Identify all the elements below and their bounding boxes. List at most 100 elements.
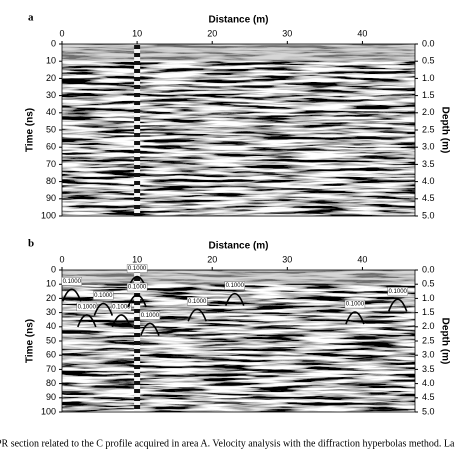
hyperbola xyxy=(224,292,245,306)
x-tick-label: 20 xyxy=(207,28,217,38)
annotation-label: 0.1000 xyxy=(389,289,408,295)
panel-label: a xyxy=(28,12,34,24)
annotation-box xyxy=(93,291,114,300)
y2-tick-label: 0.5 xyxy=(422,56,435,66)
hyperbola xyxy=(62,288,82,302)
annotation-label: 0.1000 xyxy=(78,304,97,310)
y-tick-label: 0 xyxy=(51,38,56,48)
y-tick-label: 90 xyxy=(46,193,56,203)
radargram-upper xyxy=(62,270,415,285)
annotation-box xyxy=(224,281,245,290)
x-tick-label: 40 xyxy=(357,28,367,38)
y2-tick-label: 3.0 xyxy=(422,142,435,152)
x-tick-label: 10 xyxy=(132,254,142,264)
radargram xyxy=(62,44,415,216)
annotation-label: 0.1000 xyxy=(128,266,147,272)
y2-tick-label: 4.5 xyxy=(422,193,435,203)
strong-reflector xyxy=(134,44,141,216)
annotation-label: 0.1000 xyxy=(94,293,113,299)
x-axis-title: Distance (m) xyxy=(208,241,268,252)
y2-axis-title: Depth (m) xyxy=(439,107,450,154)
annotation-label: 0.1000 xyxy=(346,302,365,308)
y2-tick-label: 3.5 xyxy=(422,364,435,374)
annotation-box xyxy=(139,311,161,320)
strong-reflector xyxy=(134,270,141,412)
y-tick-label: 30 xyxy=(46,307,56,317)
y-tick-label: 90 xyxy=(46,392,56,402)
y2-axis-title: Depth (m) xyxy=(439,318,450,365)
x-tick-label: 30 xyxy=(282,28,292,38)
y-tick-label: 100 xyxy=(41,210,56,220)
y-tick-label: 60 xyxy=(46,142,56,152)
annotation-box xyxy=(111,302,132,312)
y2-tick-label: 1.5 xyxy=(422,90,435,100)
x-tick-label: 10 xyxy=(132,28,142,38)
hyperbola xyxy=(345,311,365,325)
hyperbola xyxy=(93,302,114,316)
x-axis-title: Distance (m) xyxy=(208,15,268,26)
annotation-box xyxy=(61,277,82,286)
y2-tick-label: 4.0 xyxy=(422,378,435,388)
y-tick-label: 50 xyxy=(46,335,56,345)
annotation-label: 0.1000 xyxy=(226,283,245,289)
x-tick-label: 0 xyxy=(59,254,64,264)
y-axis-title: Time (ns) xyxy=(25,108,36,152)
annotation-label: 0.1000 xyxy=(188,299,207,305)
y2-tick-label: 4.5 xyxy=(422,392,435,402)
radargram xyxy=(62,270,415,412)
y2-tick-label: 3.0 xyxy=(422,350,435,360)
x-tick-label: 20 xyxy=(207,254,217,264)
y-tick-label: 100 xyxy=(41,406,56,416)
y-tick-label: 50 xyxy=(46,124,56,134)
hyperbola xyxy=(140,322,160,336)
y-tick-label: 30 xyxy=(46,90,56,100)
radargram-upper xyxy=(62,44,415,62)
annotation-box xyxy=(344,299,366,309)
y-tick-label: 60 xyxy=(46,350,56,360)
annotation-box xyxy=(126,264,148,273)
x-tick-label: 0 xyxy=(59,28,64,38)
x-tick-label: 30 xyxy=(282,254,292,264)
y2-tick-label: 5.0 xyxy=(422,406,435,416)
caption: PR section related to the C profile acqu… xyxy=(0,438,455,449)
y2-tick-label: 2.5 xyxy=(422,335,435,345)
y-axis-title: Time (ns) xyxy=(25,319,36,363)
annotation-box xyxy=(126,282,148,292)
y2-tick-label: 0.0 xyxy=(422,264,435,274)
hyperbola xyxy=(187,308,207,322)
y-tick-label: 70 xyxy=(46,159,56,169)
y2-tick-label: 2.0 xyxy=(422,107,435,117)
y-tick-label: 0 xyxy=(51,264,56,274)
y2-tick-label: 5.0 xyxy=(422,210,435,220)
y2-tick-label: 2.5 xyxy=(422,124,435,134)
y2-tick-label: 1.0 xyxy=(422,73,435,83)
y2-tick-label: 1.5 xyxy=(422,307,435,317)
y-tick-label: 70 xyxy=(46,364,56,374)
annotation-label: 0.1000 xyxy=(112,304,131,310)
hyperbola xyxy=(111,314,132,328)
annotation-label: 0.1000 xyxy=(128,285,147,291)
hyperbola xyxy=(127,294,147,308)
annotation-label: 0.1000 xyxy=(63,279,82,285)
annotation-box xyxy=(387,287,408,296)
annotation-box xyxy=(186,297,208,306)
y-tick-label: 20 xyxy=(46,293,56,303)
hyperbola xyxy=(77,314,97,328)
hyperbola xyxy=(387,298,408,312)
y-tick-label: 80 xyxy=(46,176,56,186)
y-tick-label: 40 xyxy=(46,107,56,117)
y2-tick-label: 0.0 xyxy=(422,38,435,48)
annotation-label: 0.1000 xyxy=(141,313,160,319)
y-tick-label: 20 xyxy=(46,73,56,83)
y2-tick-label: 4.0 xyxy=(422,176,435,186)
y-tick-label: 10 xyxy=(46,56,56,66)
annotation-box xyxy=(76,302,97,312)
y2-tick-label: 1.0 xyxy=(422,293,435,303)
y2-tick-label: 0.5 xyxy=(422,279,435,289)
panel-label: b xyxy=(28,238,34,250)
y-tick-label: 10 xyxy=(46,279,56,289)
x-tick-label: 40 xyxy=(357,254,367,264)
y2-tick-label: 2.0 xyxy=(422,321,435,331)
y-tick-label: 80 xyxy=(46,378,56,388)
